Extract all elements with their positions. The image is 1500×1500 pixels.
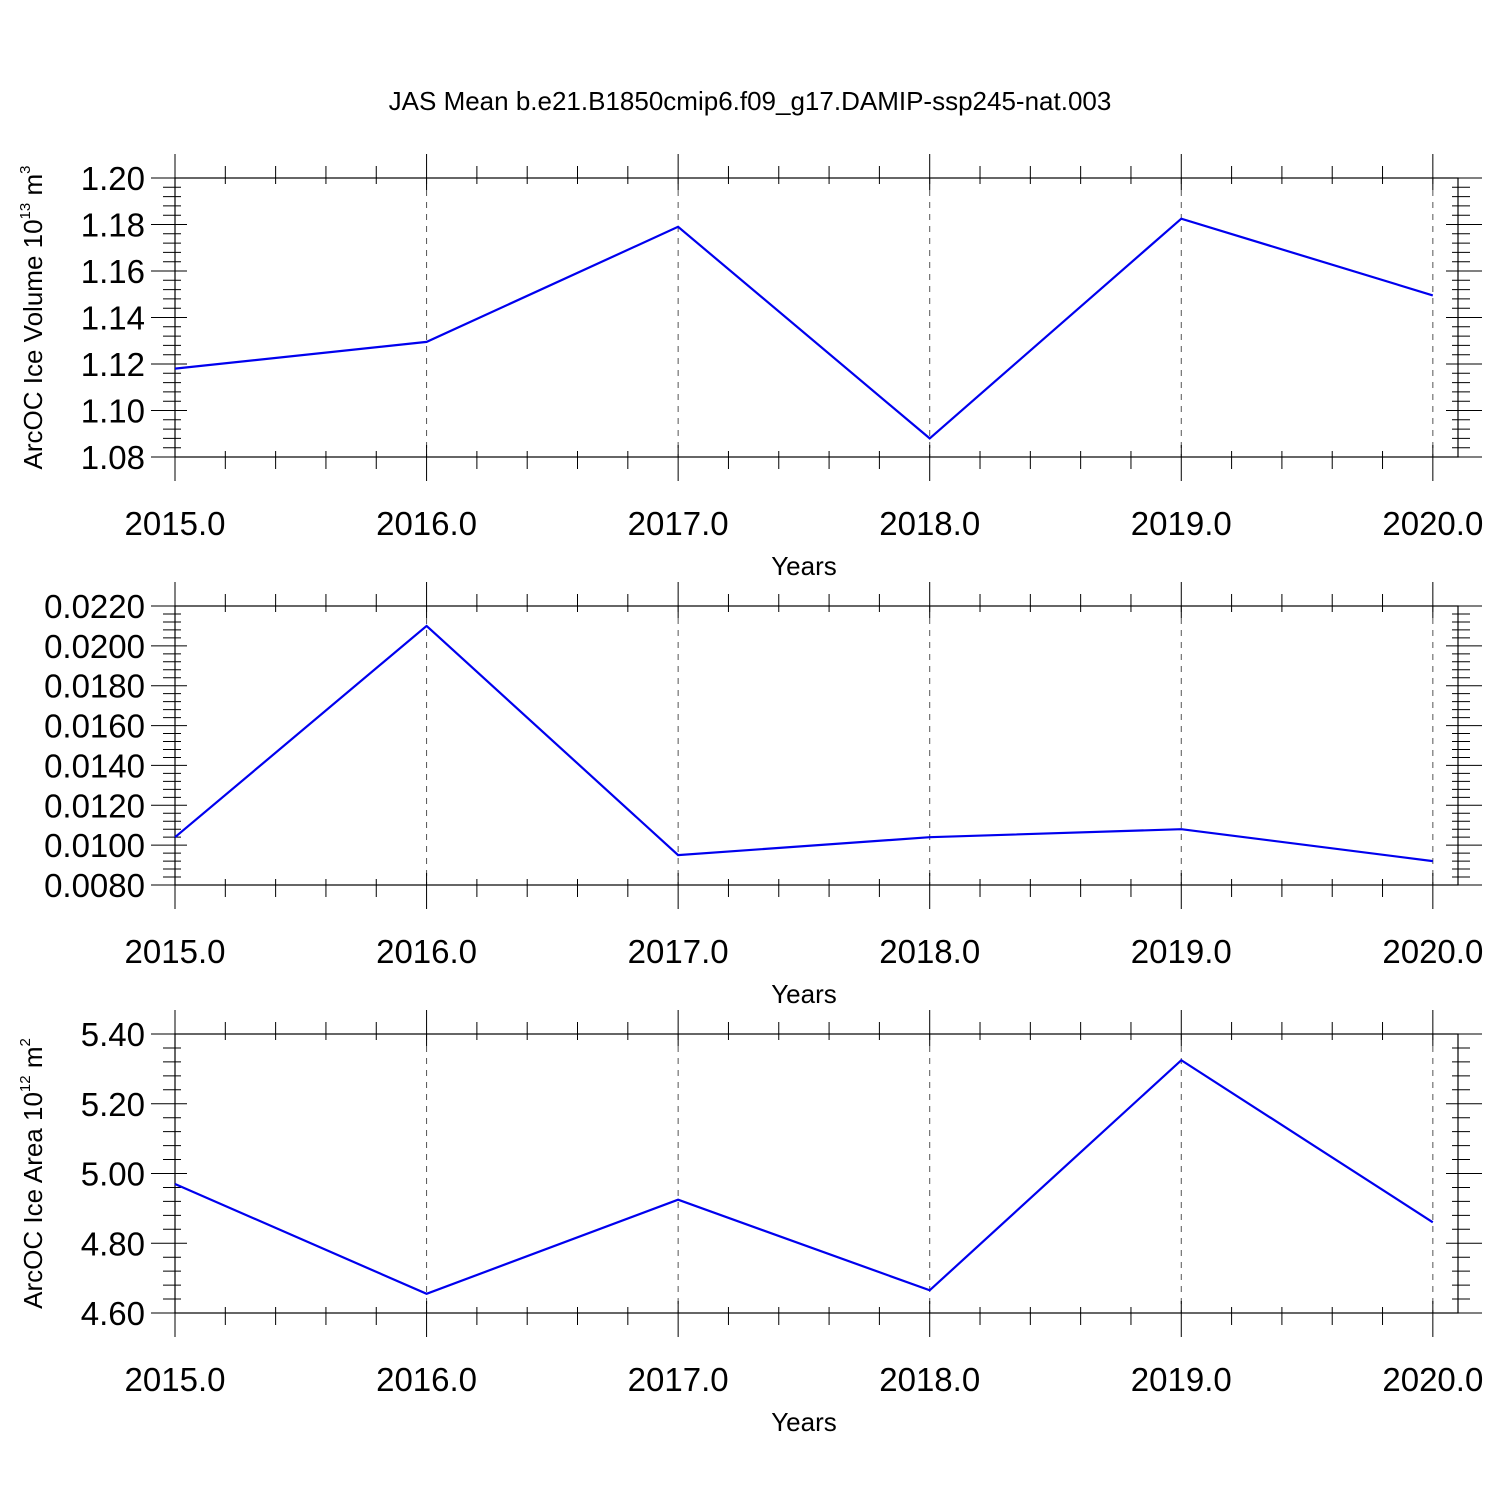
x-tick-label: 2017.0: [628, 505, 729, 542]
x-tick-label: 2020.0: [1382, 505, 1483, 542]
y-tick-label: 0.0160: [44, 708, 145, 745]
plot-frame: [174, 605, 1459, 886]
panel-2: 2015.0 2016.0 2017.0 2018.0 2019.0 2020.0 0.00…: [44, 582, 1483, 1009]
y-tick-label: 1.08: [81, 439, 145, 476]
x-tick-label: 2020.0: [1382, 933, 1483, 970]
series-line: [174, 217, 1434, 440]
x-tick-label: 2016.0: [376, 505, 477, 542]
y-tick-label: 5.20: [81, 1086, 145, 1123]
y-tick-label: 5.00: [81, 1156, 145, 1193]
y-tick-label: 1.18: [81, 207, 145, 244]
figure-title: JAS Mean b.e21.B1850cmip6.f09_g17.DAMIP-…: [389, 86, 1112, 116]
y-tick-label: 0.0180: [44, 668, 145, 705]
x-tick-label: 2017.0: [628, 933, 729, 970]
x-tick-label: 2015.0: [125, 933, 226, 970]
y-tick-label: 0.0100: [44, 827, 145, 864]
panel-3: 2015.0 2016.0 2017.0 2018.0 2019.0 2020.0 4.60…: [17, 1010, 1483, 1437]
y-tick-label: 1.20: [81, 160, 145, 197]
x-tick-label: 2018.0: [879, 505, 980, 542]
y-tick-label: 0.0200: [44, 628, 145, 665]
y-tick-label: 0.0140: [44, 747, 145, 784]
y-tick-label: 5.40: [81, 1016, 145, 1053]
x-tick-label: 2018.0: [879, 933, 980, 970]
panel-1: 2015.0 2016.0 2017.0 2018.0 2019.0 2020.0 1.08…: [17, 154, 1483, 581]
y-axis-label: ArcOC Ice Area 1012 m2: [17, 1038, 48, 1309]
y-tick-label: 1.10: [81, 393, 145, 430]
y-tick-label: 1.14: [81, 300, 145, 337]
x-tick-label: 2018.0: [879, 1361, 980, 1398]
y-tick-label: 0.0220: [44, 588, 145, 625]
plot-frame: [174, 177, 1459, 458]
x-tick-label: 2017.0: [628, 1361, 729, 1398]
x-tick-label: 2015.0: [125, 505, 226, 542]
panels: 2015.0 2016.0 2017.0 2018.0 2019.0 2020.0 1.08…: [17, 154, 1483, 1437]
x-tick-label: 2019.0: [1131, 933, 1232, 970]
y-tick-label: 1.12: [81, 346, 145, 383]
plot-frame: [174, 1033, 1459, 1314]
x-axis-label: Years: [771, 979, 837, 1009]
y-tick-label: 1.16: [81, 253, 145, 290]
x-tick-label: 2019.0: [1131, 1361, 1232, 1398]
y-tick-label: 4.60: [81, 1295, 145, 1332]
x-tick-label: 2016.0: [376, 1361, 477, 1398]
series-line: [174, 624, 1433, 863]
x-axis-label: Years: [771, 1407, 837, 1437]
x-axis-label: Years: [771, 551, 837, 581]
y-axis-label: ArcOC Ice Volume 1013 m3: [17, 166, 48, 470]
x-tick-label: 2016.0: [376, 933, 477, 970]
y-tick-label: 0.0120: [44, 787, 145, 824]
series-line: [174, 1058, 1434, 1295]
y-tick-label: 4.80: [81, 1225, 145, 1262]
x-tick-label: 2019.0: [1131, 505, 1232, 542]
x-tick-label: 2015.0: [125, 1361, 226, 1398]
x-tick-label: 2020.0: [1382, 1361, 1483, 1398]
y-tick-label: 0.0080: [44, 867, 145, 904]
